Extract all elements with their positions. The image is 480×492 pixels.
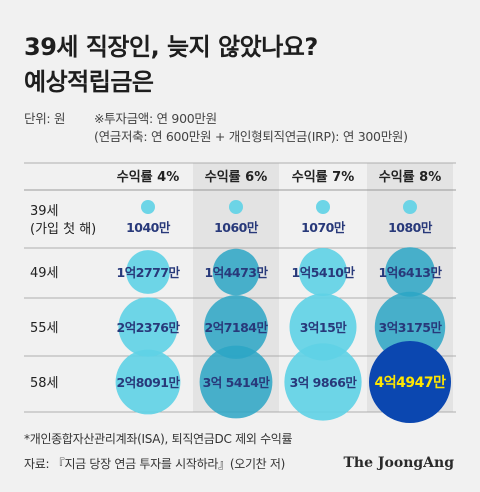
value-bubble bbox=[298, 247, 348, 297]
value-label: 2억2376만 bbox=[117, 320, 181, 335]
value-bubble bbox=[212, 248, 260, 296]
value-label: 1억2777만 bbox=[117, 265, 181, 280]
value-label: 1060만 bbox=[214, 220, 259, 235]
value-label: 1080만 bbox=[388, 220, 433, 235]
value-label: 1억5410만 bbox=[292, 265, 356, 280]
value-label: 1억6413만 bbox=[379, 265, 443, 280]
value-label: 2억8091만 bbox=[117, 375, 181, 390]
value-label: 2억7184만 bbox=[205, 320, 269, 335]
row-label: (가입 첫 해) bbox=[30, 222, 96, 237]
value-label: 3억 9866만 bbox=[290, 375, 358, 390]
source-note: 자료: 『지금 당장 연금 투자를 시작하라』(오기찬 저) bbox=[24, 457, 286, 471]
column-header: 수익률 7% bbox=[292, 169, 354, 185]
value-label: 1070만 bbox=[301, 220, 346, 235]
page-title: 39세 직장인, 늦지 않았나요? bbox=[24, 33, 318, 61]
column-header: 수익률 6% bbox=[205, 169, 267, 185]
value-bubble bbox=[284, 343, 362, 421]
row-label: 39세 bbox=[30, 204, 59, 219]
page-subtitle: 예상적립금은 bbox=[24, 68, 154, 96]
value-bubble bbox=[199, 345, 273, 419]
column-header: 수익률 4% bbox=[117, 169, 179, 185]
value-bubble bbox=[126, 250, 170, 294]
value-bubble bbox=[385, 247, 435, 297]
value-label: 3억 5414만 bbox=[203, 375, 271, 390]
value-bubble bbox=[289, 293, 357, 361]
footnote: *개인종합자산관리계좌(ISA), 퇴직연금DC 제외 수익률 bbox=[24, 432, 293, 446]
row-label: 49세 bbox=[30, 266, 59, 281]
value-bubble bbox=[316, 200, 330, 214]
value-bubble bbox=[374, 291, 446, 363]
value-bubble bbox=[204, 295, 268, 359]
value-label: 1억4473만 bbox=[205, 265, 269, 280]
value-label: 4억4947만 bbox=[375, 375, 447, 391]
investment-note: ※투자금액: 연 900만원 bbox=[94, 111, 217, 126]
investment-breakdown-note: (연금저축: 연 600만원 + 개인형퇴직연금(IRP): 연 300만원) bbox=[94, 129, 408, 144]
column-header: 수익률 8% bbox=[379, 169, 441, 185]
value-bubble bbox=[118, 297, 178, 357]
value-label: 3억3175만 bbox=[379, 320, 443, 335]
row-label: 58세 bbox=[30, 376, 59, 391]
value-label: 3억15만 bbox=[300, 320, 348, 335]
value-bubble bbox=[403, 200, 417, 214]
row-label: 55세 bbox=[30, 321, 59, 336]
brand-logo: The JoongAng bbox=[343, 455, 454, 471]
value-label: 1040만 bbox=[126, 220, 171, 235]
value-bubble bbox=[115, 349, 181, 415]
value-bubble bbox=[229, 200, 243, 214]
unit-label: 단위: 원 bbox=[24, 111, 66, 126]
value-bubble bbox=[141, 200, 155, 214]
value-bubble bbox=[369, 341, 451, 423]
